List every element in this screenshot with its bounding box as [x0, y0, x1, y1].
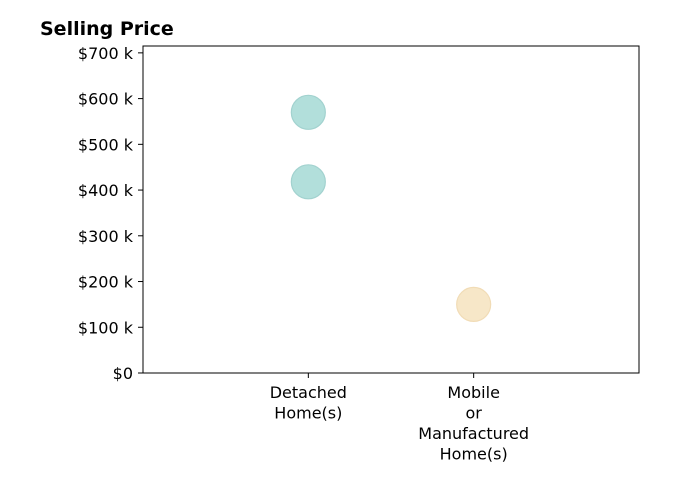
data-point: [290, 164, 326, 200]
x-tick-label: Mobile or Manufactured Home(s): [418, 383, 529, 464]
y-tick-label: $200 k: [78, 273, 134, 292]
points-layer: [290, 94, 492, 322]
y-tick-label: $400 k: [78, 181, 134, 200]
y-tick-label: $0: [113, 364, 133, 383]
x-tick-label: Detached Home(s): [270, 383, 347, 423]
x-tick-label-line: Detached: [270, 383, 347, 402]
y-tick-label: $300 k: [78, 227, 134, 246]
plot-frame: [142, 45, 640, 374]
axes-layer: $0 $100 k $200 k $300 k $400 k $500 k $600 k $7…: [78, 44, 640, 464]
y-tick-label: $100 k: [78, 318, 134, 337]
x-tick-label-line: Home(s): [274, 404, 342, 423]
y-tick-label: $600 k: [78, 90, 134, 109]
x-tick-label-line: Manufactured: [418, 424, 529, 443]
y-tick-label: $500 k: [78, 135, 134, 154]
x-tick-label-line: Home(s): [440, 445, 508, 464]
x-tick-label-line: Mobile: [447, 383, 499, 402]
y-tick-label: $700 k: [78, 44, 134, 63]
chart-title: Selling Price: [40, 18, 174, 40]
x-tick-label-line: or: [465, 404, 482, 423]
data-point: [456, 286, 492, 322]
data-point: [290, 94, 326, 130]
